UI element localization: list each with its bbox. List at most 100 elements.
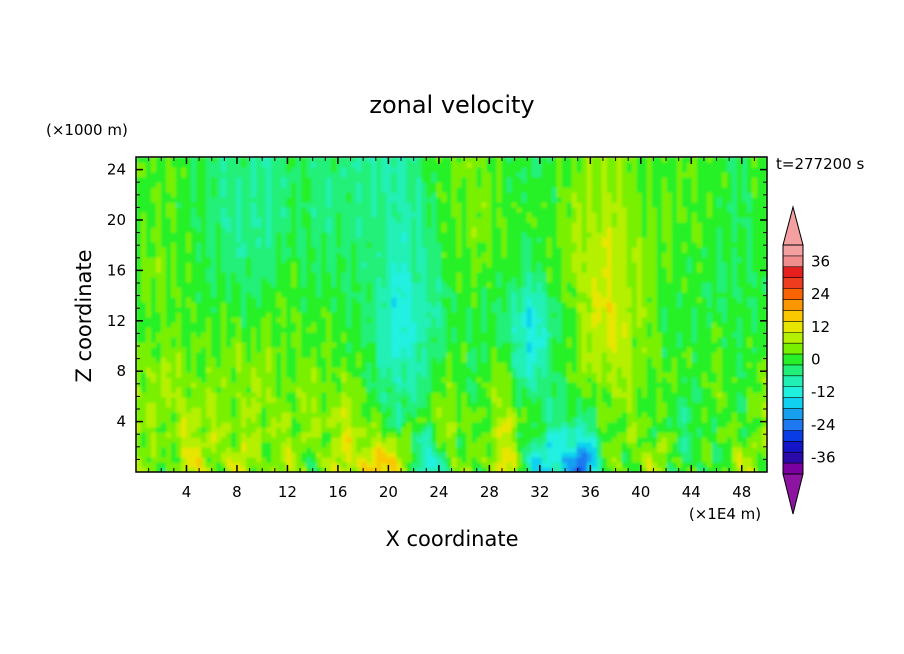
field-cell	[761, 322, 767, 328]
field-cell	[216, 292, 222, 298]
field-cell	[676, 317, 683, 323]
field-cell	[146, 437, 152, 443]
field-cell	[136, 327, 142, 333]
field-cell	[326, 382, 332, 388]
field-cell	[676, 407, 683, 413]
field-cell	[366, 442, 372, 448]
field-cell	[691, 437, 698, 443]
field-cell	[166, 452, 172, 458]
field-cell	[741, 277, 748, 283]
field-cell	[376, 417, 382, 423]
field-cell	[196, 352, 202, 358]
field-cell	[326, 357, 332, 363]
field-cell	[421, 307, 428, 313]
field-cell	[256, 292, 262, 298]
field-cell	[676, 382, 683, 388]
field-cell	[566, 317, 573, 323]
field-cell	[646, 347, 653, 353]
field-cell	[236, 382, 242, 388]
field-cell	[596, 457, 603, 463]
field-cell	[631, 357, 638, 363]
field-cell	[401, 362, 408, 368]
field-cell	[256, 302, 262, 308]
field-cell	[391, 397, 398, 403]
field-cell	[556, 432, 563, 438]
field-cell	[281, 352, 287, 358]
field-cell	[431, 447, 438, 453]
field-cell	[331, 302, 337, 308]
field-cell	[711, 292, 718, 298]
field-cell	[731, 462, 738, 468]
field-cell	[586, 342, 593, 348]
field-cell	[301, 437, 307, 443]
field-cell	[571, 297, 578, 303]
field-cell	[711, 287, 718, 293]
field-cell	[151, 362, 157, 368]
field-cell	[166, 442, 172, 448]
field-cell	[526, 312, 533, 318]
field-cell	[606, 332, 613, 338]
field-cell	[226, 372, 232, 378]
field-cell	[466, 422, 473, 428]
field-cell	[171, 447, 177, 453]
field-cell	[481, 367, 488, 373]
field-cell	[436, 417, 443, 423]
field-cell	[191, 352, 197, 358]
field-cell	[531, 462, 538, 468]
field-cell	[146, 452, 152, 458]
field-cell	[346, 432, 352, 438]
field-cell	[661, 292, 668, 298]
field-cell	[736, 362, 743, 368]
field-cell	[701, 462, 708, 468]
field-cell	[736, 377, 743, 383]
field-cell	[496, 322, 503, 328]
field-cell	[386, 377, 393, 383]
field-cell	[761, 307, 767, 313]
field-cell	[371, 382, 377, 388]
field-cell	[216, 432, 222, 438]
field-cell	[166, 362, 172, 368]
field-cell	[576, 327, 583, 333]
field-cell	[616, 402, 623, 408]
field-cell	[411, 467, 418, 472]
field-cell	[676, 432, 683, 438]
field-cell	[161, 347, 167, 353]
field-cell	[551, 447, 558, 453]
field-cell	[396, 312, 403, 318]
field-cell	[376, 302, 382, 308]
field-cell	[756, 372, 763, 378]
field-cell	[586, 362, 593, 368]
field-cell	[321, 302, 327, 308]
field-cell	[336, 322, 342, 328]
field-cell	[676, 327, 683, 333]
field-cell	[376, 367, 382, 373]
field-cell	[291, 307, 297, 313]
field-cell	[511, 307, 518, 313]
field-cell	[461, 322, 468, 328]
field-cell	[611, 427, 618, 433]
field-cell	[276, 317, 282, 323]
field-cell	[176, 392, 182, 398]
field-cell	[376, 372, 382, 378]
field-cell	[676, 332, 683, 338]
field-cell	[291, 272, 297, 278]
field-cell	[241, 297, 247, 303]
field-cell	[741, 327, 748, 333]
field-cell	[466, 467, 473, 472]
field-cell	[571, 402, 578, 408]
field-cell	[166, 287, 172, 293]
field-cell	[546, 322, 553, 328]
field-cell	[201, 397, 207, 403]
field-cell	[391, 302, 398, 308]
field-cell	[426, 447, 433, 453]
field-cell	[286, 427, 292, 433]
field-cell	[231, 312, 237, 318]
field-cell	[636, 412, 643, 418]
field-cell	[681, 422, 688, 428]
field-cell	[556, 282, 563, 288]
field-cell	[581, 442, 588, 448]
field-cell	[691, 402, 698, 408]
field-cell	[196, 437, 202, 443]
field-cell	[426, 337, 433, 343]
field-cell	[186, 407, 192, 413]
